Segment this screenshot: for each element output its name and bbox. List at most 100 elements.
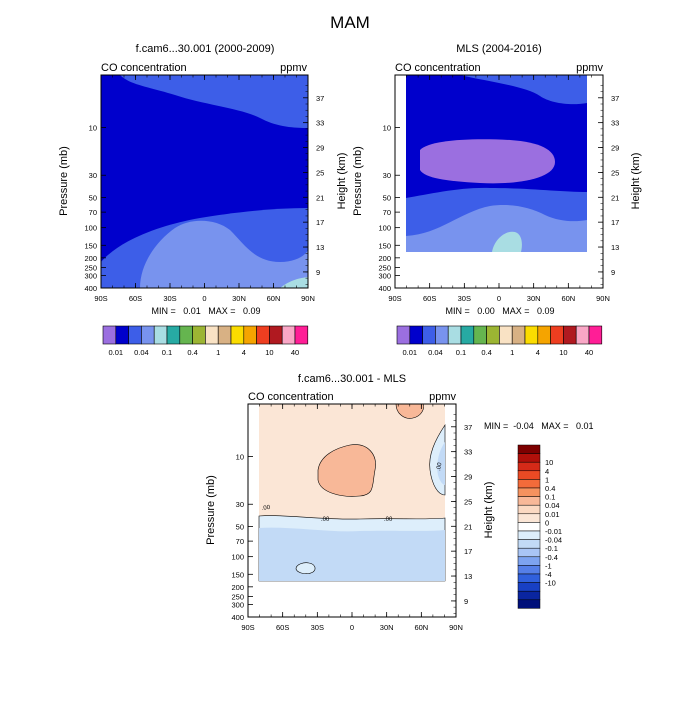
panel-diff-ylabel: Pressure (mb) (205, 475, 217, 545)
colorbar-label: 40 (291, 348, 299, 357)
colorbar-box (517, 496, 541, 506)
x-tick-label: 60S (423, 294, 436, 303)
y-tick-label: 300 (231, 600, 244, 609)
panel-model: f.cam6...30.001 (2000-2009) CO concentra… (58, 43, 348, 357)
colorbar-box (269, 325, 283, 345)
panel-diff: f.cam6...30.001 - MLS CO concentration p… (205, 373, 594, 632)
diff-mid-blob (317, 444, 376, 497)
y-tick-label: 30 (383, 171, 391, 180)
colorbar-label: 4 (242, 348, 246, 357)
colorbar-box (550, 325, 564, 345)
colorbar-label: 0.01 (108, 348, 123, 357)
colorbar-label: 10 (559, 348, 567, 357)
y-tick-label: 250 (231, 593, 244, 602)
colorbar-box (517, 530, 541, 540)
colorbar-box (166, 325, 181, 345)
colorbar-box (153, 325, 168, 345)
colorbar-box (517, 461, 541, 472)
y-tick-label: 70 (236, 537, 244, 546)
y-tick-label: 150 (378, 241, 391, 250)
colorbar-box (396, 325, 411, 345)
colorbar-box (588, 325, 603, 345)
x-tick-label: 90N (596, 294, 610, 303)
colorbar-box (473, 325, 487, 345)
y2-tick-label: 37 (464, 423, 472, 432)
colorbar-label: 0.4 (545, 484, 555, 493)
diff-contour-label: .00 (436, 461, 443, 471)
colorbar-box (102, 325, 117, 345)
colorbar-box (563, 325, 577, 345)
y-tick-label: 200 (84, 254, 97, 263)
x-tick-label: 0 (350, 623, 354, 632)
y-tick-label: 150 (231, 570, 244, 579)
colorbar-label: 0.1 (456, 348, 466, 357)
panel-diff-y2label: Height (km) (483, 482, 495, 539)
colorbar-box (499, 325, 513, 345)
colorbar-label: 0.4 (481, 348, 491, 357)
diff-contour-label: .00 (384, 517, 393, 523)
panel-model-right-label: ppmv (280, 62, 307, 74)
mls-purple-blob (420, 139, 555, 184)
colorbar-label: 0 (545, 518, 549, 527)
colorbar-label: -1 (545, 561, 552, 570)
colorbar-box (422, 325, 436, 345)
colorbar-box (517, 444, 541, 454)
colorbar-box (256, 325, 270, 345)
x-tick-label: 60N (414, 623, 428, 632)
colorbar-box (517, 487, 541, 497)
panel-model-contours (101, 75, 308, 288)
colorbar-box (409, 325, 423, 345)
panel-mls-stats: MIN = 0.00 MAX = 0.09 (445, 306, 554, 316)
y2-tick-label: 33 (316, 119, 324, 128)
x-tick-label: 0 (497, 294, 501, 303)
mls-top-band (460, 75, 587, 105)
y2-tick-label: 13 (316, 243, 324, 252)
colorbar-label: -0.04 (545, 536, 562, 545)
colorbar-label: 0.1 (162, 348, 172, 357)
colorbar-label: 0.04 (134, 348, 149, 357)
colorbar-box (281, 325, 296, 345)
panel-mls-colorbar: 0.01 0.04 0.1 0.4 1 4 10 40 (396, 325, 603, 357)
y-tick-label: 100 (231, 553, 244, 562)
colorbar-label: 0.04 (428, 348, 443, 357)
colorbar-box (517, 453, 541, 463)
x-tick-label: 30S (458, 294, 471, 303)
y-tick-label: 30 (89, 171, 97, 180)
colorbar-box (517, 479, 541, 489)
y2-tick-label: 13 (611, 243, 619, 252)
y-tick-label: 100 (378, 224, 391, 233)
x-tick-label: 0 (202, 294, 206, 303)
y-tick-label: 300 (84, 271, 97, 280)
y-tick-label: 50 (236, 522, 244, 531)
panel-model-left-label: CO concentration (101, 62, 187, 74)
x-tick-label: 30N (527, 294, 541, 303)
y-tick-label: 400 (231, 613, 244, 622)
y-tick-label: 250 (378, 264, 391, 273)
colorbar-box (517, 522, 541, 532)
y-tick-label: 70 (89, 208, 97, 217)
x-tick-label: 90N (449, 623, 463, 632)
panel-mls-y2label: Height (km) (630, 153, 642, 210)
colorbar-label: 10 (545, 458, 553, 467)
x-tick-label: 90S (94, 294, 107, 303)
colorbar-box (517, 556, 541, 566)
y-tick-label: 400 (378, 284, 391, 293)
mls-cyan-blob (492, 231, 522, 252)
x-tick-label: 30N (232, 294, 246, 303)
y2-tick-label: 17 (464, 547, 472, 556)
colorbar-label: -0.01 (545, 527, 562, 536)
y2-tick-label: 17 (316, 218, 324, 227)
panel-model-title: f.cam6...30.001 (2000-2009) (136, 43, 275, 55)
diff-contour-label: .00 (321, 517, 330, 523)
y2-tick-label: 21 (611, 193, 619, 202)
colorbar-label: 1 (510, 348, 514, 357)
y2-tick-label: 9 (464, 597, 468, 606)
colorbar-label: 40 (585, 348, 593, 357)
y2-tick-label: 29 (611, 144, 619, 153)
panel-model-colorbar: 0.01 0.04 0.1 0.4 1 4 10 40 (102, 325, 309, 357)
diff-small-blob (295, 562, 316, 574)
y-tick-label: 200 (231, 583, 244, 592)
panel-mls-right-label: ppmv (576, 62, 603, 74)
y2-tick-label: 17 (611, 218, 619, 227)
